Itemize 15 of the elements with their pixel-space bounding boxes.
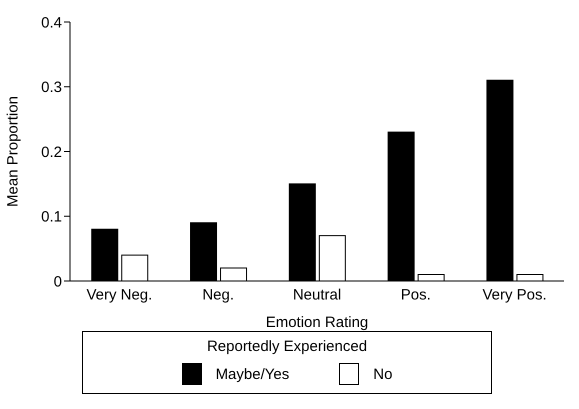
x-axis-title: Emotion Rating <box>266 314 368 331</box>
legend-title: Reportedly Experienced <box>206 338 368 355</box>
y-tick-label: 0.2 <box>41 144 62 161</box>
x-tick-label: Neutral <box>292 286 342 304</box>
legend-label: No <box>373 366 392 382</box>
legend-label: Maybe/Yes <box>216 366 290 382</box>
y-tick-label: 0.3 <box>41 79 62 96</box>
x-tick-label: Neg. <box>202 286 234 304</box>
x-tick-label: Very Pos. <box>482 286 547 304</box>
y-tick-label: 0 <box>54 273 62 290</box>
y-tick-label: 0.4 <box>41 14 62 32</box>
y-tick-label: 0.1 <box>41 208 62 226</box>
y-axis-title: Mean Proportion <box>4 96 22 207</box>
x-tick-label: Very Neg. <box>86 286 152 304</box>
x-tick-label: Pos. <box>400 286 431 304</box>
